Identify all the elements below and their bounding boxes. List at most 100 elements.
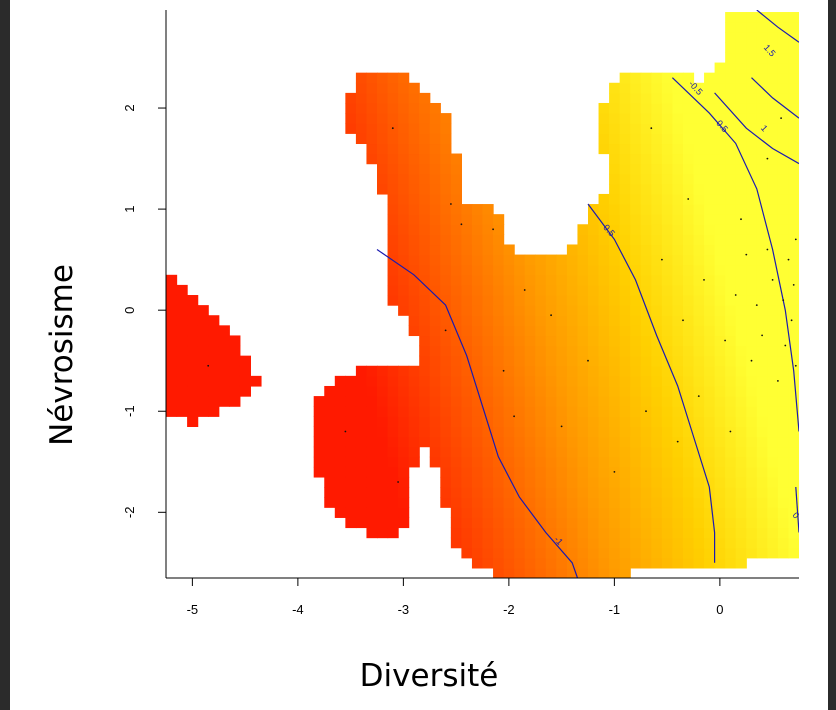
heatmap-cell bbox=[609, 153, 621, 165]
heatmap-cell bbox=[746, 234, 758, 246]
heatmap-cell bbox=[619, 183, 631, 195]
heatmap-cell bbox=[777, 193, 790, 205]
heatmap-cell bbox=[651, 143, 663, 155]
heatmap-cell bbox=[355, 446, 368, 458]
heatmap-cell bbox=[693, 557, 705, 569]
heatmap-cell bbox=[493, 497, 505, 508]
heatmap-cell bbox=[588, 224, 600, 235]
heatmap-cell bbox=[756, 345, 768, 357]
heatmap-cell bbox=[450, 436, 462, 448]
heatmap-cell bbox=[482, 224, 494, 235]
heatmap-cell bbox=[334, 396, 346, 407]
heatmap-cell bbox=[682, 123, 695, 134]
heatmap-cell bbox=[788, 355, 799, 367]
heatmap-cell bbox=[524, 355, 536, 367]
heatmap-cell bbox=[514, 436, 526, 448]
heatmap-cell bbox=[640, 537, 652, 549]
heatmap-cell bbox=[746, 396, 758, 407]
heatmap-cell bbox=[334, 416, 346, 427]
heatmap-cell bbox=[756, 42, 768, 54]
heatmap-cell bbox=[535, 446, 547, 458]
heatmap-cell bbox=[609, 325, 621, 337]
heatmap-cell bbox=[503, 416, 515, 427]
heatmap-cell bbox=[377, 476, 389, 488]
heatmap-cell bbox=[661, 204, 673, 215]
heatmap-cell bbox=[514, 264, 526, 276]
heatmap-cell bbox=[704, 224, 716, 235]
heatmap-cell bbox=[482, 436, 494, 448]
heatmap-cell bbox=[693, 497, 705, 508]
heatmap-cell bbox=[514, 416, 526, 427]
heatmap-cell bbox=[355, 497, 368, 508]
x-tick-label: -1 bbox=[609, 602, 621, 617]
heatmap-cell bbox=[408, 436, 420, 448]
heatmap-cell bbox=[398, 426, 410, 438]
heatmap-cell bbox=[788, 466, 799, 478]
heatmap-cell bbox=[218, 355, 230, 367]
heatmap-cell bbox=[682, 507, 695, 518]
heatmap-cell bbox=[651, 244, 663, 256]
heatmap-cell bbox=[355, 517, 368, 529]
heatmap-cell bbox=[493, 264, 505, 276]
heatmap-cell bbox=[440, 234, 452, 246]
heatmap-cell bbox=[725, 305, 737, 316]
heatmap-cell bbox=[777, 396, 790, 407]
heatmap-cell bbox=[672, 264, 684, 276]
heatmap-cell bbox=[387, 476, 399, 488]
heatmap-cell bbox=[577, 487, 589, 498]
data-point bbox=[492, 228, 494, 231]
heatmap-cell bbox=[672, 456, 684, 468]
heatmap-cell bbox=[503, 436, 515, 448]
heatmap-cell bbox=[166, 375, 178, 387]
data-point bbox=[444, 329, 447, 332]
heatmap-cell bbox=[682, 446, 695, 458]
heatmap-cell bbox=[313, 396, 325, 407]
heatmap-cell bbox=[588, 375, 600, 387]
heatmap-cell bbox=[398, 466, 410, 478]
heatmap-cell bbox=[208, 325, 220, 337]
heatmap-cell bbox=[461, 315, 473, 326]
heatmap-cell bbox=[777, 305, 790, 316]
heatmap-cell bbox=[746, 12, 758, 23]
heatmap-cell bbox=[682, 82, 695, 94]
heatmap-cell bbox=[725, 102, 737, 114]
heatmap-cell bbox=[714, 163, 726, 175]
heatmap-cell bbox=[682, 264, 695, 276]
heatmap-cell bbox=[640, 557, 652, 569]
heatmap-cell bbox=[429, 133, 441, 145]
heatmap-cell bbox=[725, 82, 737, 94]
heatmap-cell bbox=[619, 547, 631, 559]
heatmap-cell bbox=[598, 224, 610, 235]
heatmap-cell bbox=[746, 335, 758, 347]
heatmap-cell bbox=[640, 446, 652, 458]
heatmap-cell bbox=[577, 365, 589, 377]
heatmap-cell bbox=[725, 92, 737, 104]
heatmap-cell bbox=[429, 406, 441, 417]
heatmap-cell bbox=[619, 214, 631, 225]
heatmap-cell bbox=[661, 274, 673, 286]
heatmap-cell bbox=[482, 416, 494, 427]
x-tick-label: 0 bbox=[716, 602, 723, 617]
heatmap-cell bbox=[450, 375, 462, 387]
heatmap-cell bbox=[619, 416, 631, 427]
heatmap-cell bbox=[598, 113, 610, 124]
data-point bbox=[780, 117, 782, 119]
heatmap-cell bbox=[545, 557, 557, 569]
heatmap-cell bbox=[556, 345, 568, 357]
heatmap-cell bbox=[704, 355, 716, 367]
heatmap-cell bbox=[704, 436, 716, 448]
heatmap-cell bbox=[588, 497, 600, 508]
heatmap-cell bbox=[398, 365, 410, 377]
heatmap-cell bbox=[482, 557, 494, 569]
heatmap-cell bbox=[725, 214, 737, 225]
heatmap-cell bbox=[471, 416, 484, 427]
heatmap-cell bbox=[345, 92, 357, 104]
heatmap-cell bbox=[693, 436, 705, 448]
heatmap-cell bbox=[735, 426, 747, 438]
heatmap-cell bbox=[682, 153, 695, 165]
heatmap-cell bbox=[725, 436, 737, 448]
heatmap-cell bbox=[377, 497, 389, 508]
heatmap-cell bbox=[503, 284, 515, 296]
heatmap-cell bbox=[693, 466, 705, 478]
heatmap-cell bbox=[493, 214, 505, 225]
